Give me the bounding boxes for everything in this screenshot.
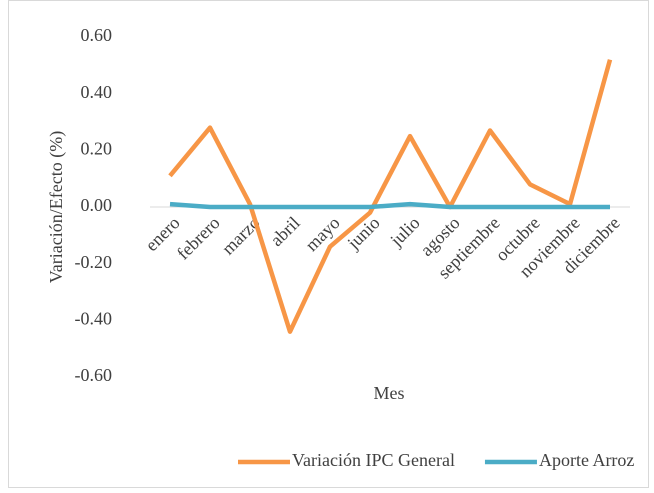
y-tick-label: -0.40 — [75, 308, 113, 328]
y-tick-label: 0.20 — [81, 138, 113, 158]
y-tick-label: -0.20 — [75, 252, 113, 272]
series-line — [169, 201, 610, 210]
x-axis-label: Mes — [374, 383, 405, 403]
y-tick-label: -0.60 — [75, 365, 113, 385]
y-tick-label: 0.00 — [81, 195, 113, 215]
y-tick-label: 0.40 — [81, 82, 113, 102]
y-tick-label: 0.60 — [81, 25, 113, 45]
y-axis-label: Variación/Efecto (%) — [46, 131, 67, 283]
chart-border — [8, 0, 649, 488]
legend-label: Aporte Arroz — [539, 450, 634, 470]
legend-label: Variación IPC General — [292, 450, 455, 470]
series-line — [168, 59, 613, 334]
